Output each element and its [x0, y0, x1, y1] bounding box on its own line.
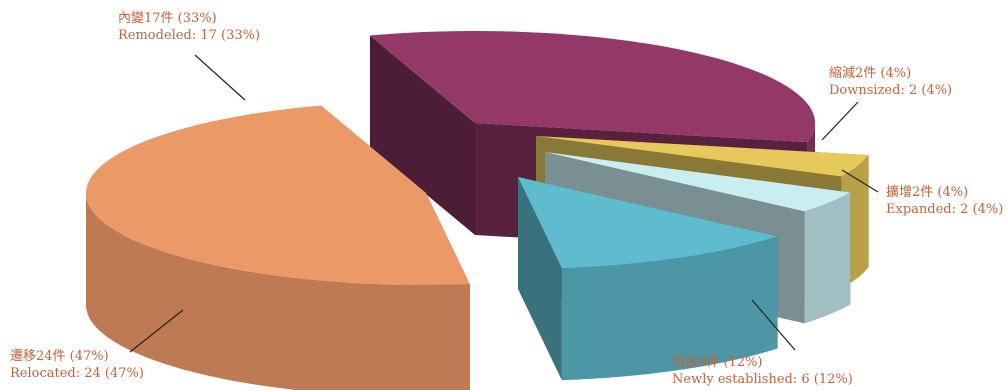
- label-expanded: 擴增2件 (4%) Expanded: 2 (4%): [886, 184, 1003, 218]
- label-relocated-zh: 遷移24件 (47%): [10, 349, 109, 364]
- leader-downsized: [821, 101, 859, 141]
- slice-relocated: [85, 105, 470, 390]
- label-new-zh: 新設6件 (12%): [672, 355, 763, 370]
- slice-new: [518, 177, 778, 381]
- label-expanded-en: Expanded: 2 (4%): [886, 202, 1004, 217]
- leader-expanded: [841, 169, 879, 193]
- label-relocated: 遷移24件 (47%) Relocated: 24 (47%): [10, 348, 144, 382]
- label-downsized-en: Downsized: 2 (4%): [829, 83, 953, 98]
- label-new: 新設6件 (12%) Newly established: 6 (12%): [672, 354, 853, 388]
- label-downsized-zh: 縮減2件 (4%): [829, 66, 912, 81]
- leader-remodeled: [194, 54, 246, 101]
- label-new-en: Newly established: 6 (12%): [672, 372, 853, 387]
- label-downsized: 縮減2件 (4%) Downsized: 2 (4%): [829, 65, 952, 99]
- leader-new: [751, 299, 796, 351]
- leader-relocated: [129, 309, 184, 353]
- label-relocated-en: Relocated: 24 (47%): [10, 366, 144, 381]
- label-remodeled-en: Remodeled: 17 (33%): [118, 28, 261, 43]
- label-expanded-zh: 擴增2件 (4%): [886, 185, 969, 200]
- label-remodeled-zh: 內變17件 (33%): [118, 11, 217, 26]
- label-remodeled: 內變17件 (33%) Remodeled: 17 (33%): [118, 10, 260, 44]
